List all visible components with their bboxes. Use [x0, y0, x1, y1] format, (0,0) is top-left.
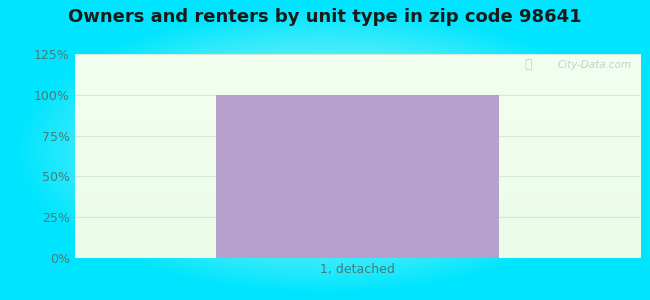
Bar	[216, 95, 499, 258]
Text: City-Data.com: City-Data.com	[558, 60, 632, 70]
Text: Owners and renters by unit type in zip code 98641: Owners and renters by unit type in zip c…	[68, 8, 582, 26]
Text: ⓘ: ⓘ	[525, 58, 532, 71]
